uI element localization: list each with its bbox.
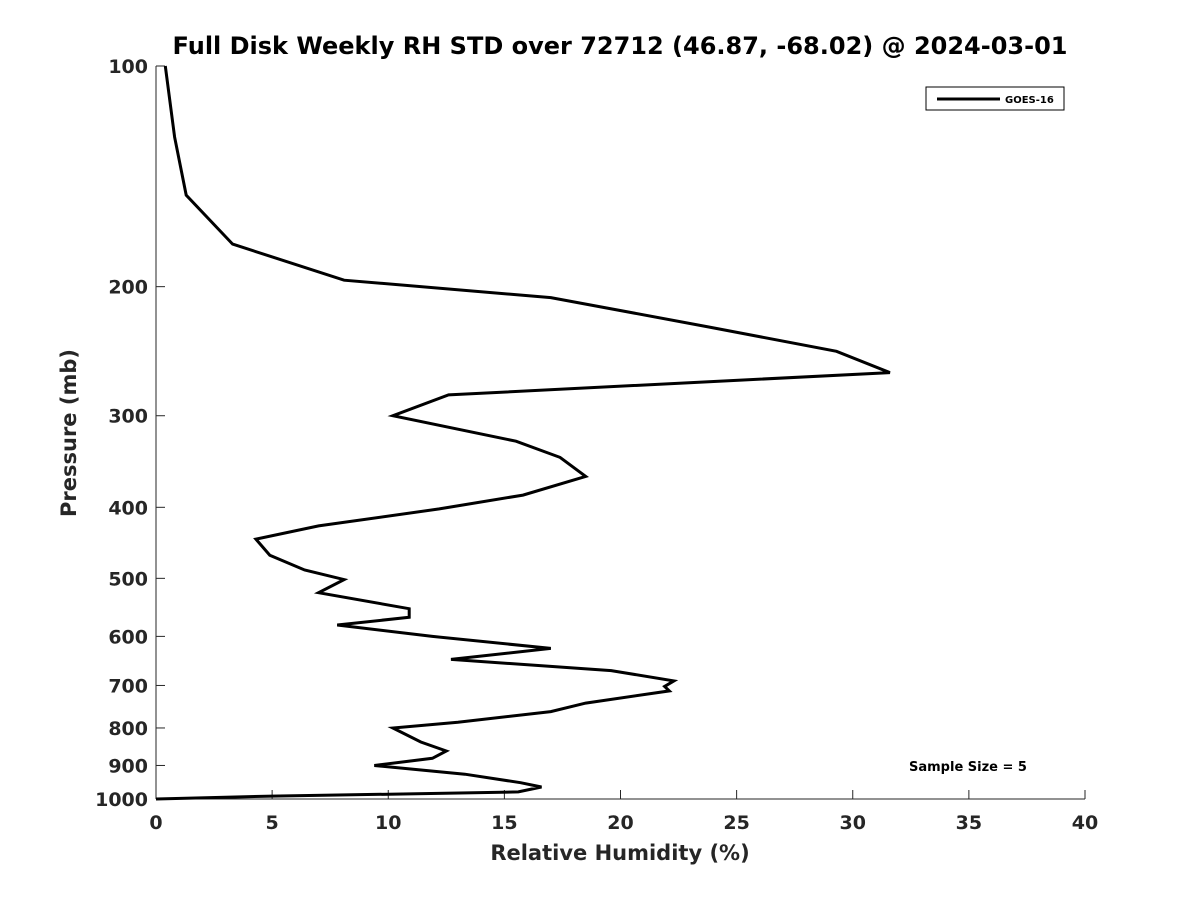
y-tick-label: 100: [108, 56, 148, 78]
y-tick-label: 300: [108, 406, 148, 428]
x-tick-label: 35: [956, 812, 982, 834]
sample-size-annotation: Sample Size = 5: [909, 760, 1027, 775]
y-axis-label: Pressure (mb): [57, 349, 81, 517]
y-axis-label-group: Pressure (mb): [57, 349, 81, 517]
series-group: [155, 65, 891, 801]
x-tick-label: 15: [491, 812, 517, 834]
y-axis-ticks: 100 200 300 400 500 600 700 800 900 1000: [95, 56, 165, 811]
y-tick-label: 800: [108, 718, 148, 740]
y-tick-label: 1000: [95, 789, 148, 811]
y-tick-label: 900: [108, 755, 148, 777]
x-tick-label: 40: [1072, 812, 1098, 834]
y-tick-label: 500: [108, 568, 148, 590]
x-tick-label: 25: [723, 812, 749, 834]
x-tick-label: 20: [607, 812, 633, 834]
x-axis-ticks: 0 5 10 15 20 25 30 35 40: [149, 790, 1098, 834]
x-tick-label: 30: [840, 812, 866, 834]
y-tick-label: 700: [108, 675, 148, 697]
x-axis-label: Relative Humidity (%): [490, 841, 749, 865]
y-tick-label: 200: [108, 277, 148, 299]
legend: GOES-16: [925, 86, 1065, 111]
series-line-goes-16: [155, 65, 891, 801]
legend-entry-label: GOES-16: [1005, 95, 1054, 106]
x-tick-label: 5: [266, 812, 279, 834]
chart-title: Full Disk Weekly RH STD over 72712 (46.8…: [173, 32, 1068, 60]
x-tick-label: 0: [149, 812, 162, 834]
x-tick-label: 10: [375, 812, 401, 834]
y-tick-label: 600: [108, 626, 148, 648]
y-tick-label: 400: [108, 497, 148, 519]
